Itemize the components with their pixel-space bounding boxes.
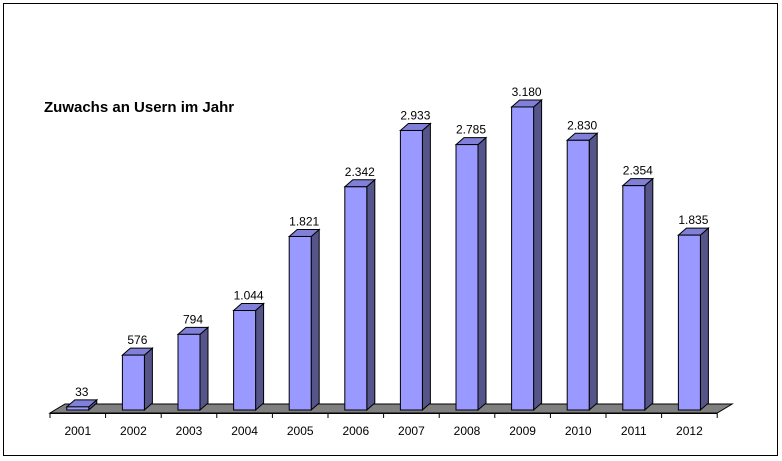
tick-label-2001: 2001 xyxy=(64,424,91,438)
value-label-2011: 2.354 xyxy=(623,164,653,178)
value-label-2001: 33 xyxy=(75,385,89,399)
bar-front xyxy=(511,106,535,411)
bar-front xyxy=(288,235,312,411)
bar-side xyxy=(143,347,153,412)
chart-frame: 33 576 794 1.044 1.821 2.342 2.933 2.785 3.180 2.… xyxy=(3,3,778,456)
bar-2004 xyxy=(232,302,265,412)
value-label-2009: 3.180 xyxy=(512,85,542,99)
bar-side xyxy=(366,178,376,412)
bar-front xyxy=(344,186,368,411)
value-label-2010: 2.830 xyxy=(567,118,597,132)
bar-front xyxy=(233,310,257,411)
bar-side xyxy=(477,136,487,412)
bar-side xyxy=(699,227,709,412)
bar-front xyxy=(566,139,590,411)
bar-side xyxy=(533,98,543,412)
tick-label-2006: 2006 xyxy=(342,424,369,438)
bar-side xyxy=(421,122,431,412)
bar-2011 xyxy=(621,177,655,412)
tick-label-2002: 2002 xyxy=(120,424,147,438)
bar-front xyxy=(121,354,145,411)
bar-side xyxy=(310,228,320,412)
tick-label-2009: 2009 xyxy=(509,424,536,438)
bar-front xyxy=(177,333,201,411)
bars xyxy=(65,98,710,412)
x-axis: 2001 2002 2003 2004 2005 2006 2007 2008 2009 2010… xyxy=(49,413,718,438)
bar-2012 xyxy=(677,227,710,412)
tick-label-2003: 2003 xyxy=(176,424,203,438)
bar-2005 xyxy=(287,228,321,412)
bar-2002 xyxy=(121,347,154,412)
value-label-2008: 2.785 xyxy=(456,123,486,137)
value-label-2007: 2.933 xyxy=(400,108,430,122)
tick-label-2011: 2011 xyxy=(621,424,647,438)
value-label-2005: 1.821 xyxy=(289,214,319,228)
value-label-2006: 2.342 xyxy=(345,165,375,179)
tick-label-2010: 2010 xyxy=(565,424,592,438)
bar-2009 xyxy=(510,98,543,412)
bar-side xyxy=(644,177,654,412)
bar-2001 xyxy=(65,398,99,412)
bar-side xyxy=(255,302,265,412)
value-label-2004: 1.044 xyxy=(234,289,264,303)
chart-title: Zuwachs an Usern im Jahr xyxy=(44,99,234,116)
value-label-2003: 794 xyxy=(183,312,203,326)
bar-side xyxy=(199,326,209,412)
value-label-2012: 1.835 xyxy=(678,213,708,227)
bar-front xyxy=(622,185,646,411)
value-label-2002: 576 xyxy=(127,333,147,347)
bar-2003 xyxy=(176,326,210,412)
tick-label-2005: 2005 xyxy=(287,424,314,438)
value-labels: 33 576 794 1.044 1.821 2.342 2.933 2.785 3.180 2.… xyxy=(75,85,709,399)
bar-2010 xyxy=(565,132,599,412)
bar-2006 xyxy=(343,178,377,412)
tick-label-2012: 2012 xyxy=(676,424,703,438)
bar-front xyxy=(66,406,90,411)
bar-side xyxy=(588,132,598,412)
bar-2008 xyxy=(454,136,488,412)
tick-label-2008: 2008 xyxy=(454,424,481,438)
tick-label-2004: 2004 xyxy=(231,424,258,438)
bar-2007 xyxy=(399,122,432,412)
bar-front xyxy=(455,144,479,411)
bar-chart: 33 576 794 1.044 1.821 2.342 2.933 2.785 3.180 2.… xyxy=(44,85,735,438)
bar-front xyxy=(677,234,701,411)
tick-label-2007: 2007 xyxy=(398,424,425,438)
bar-front xyxy=(399,129,423,411)
